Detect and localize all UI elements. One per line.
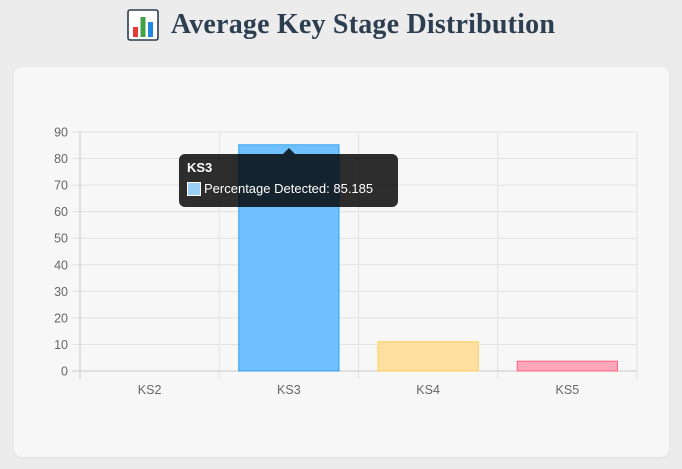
- y-tick-label: 30: [54, 285, 68, 299]
- y-tick-label: 60: [54, 205, 68, 219]
- bar-chart-icon: [127, 9, 159, 41]
- page-title: Average Key Stage Distribution: [170, 9, 556, 40]
- y-tick-label: 50: [54, 232, 68, 246]
- y-tick-label: 70: [54, 179, 68, 193]
- tooltip-caret: [283, 148, 295, 154]
- tooltip-title: KS3: [187, 160, 213, 175]
- y-tick-label: 0: [61, 365, 68, 379]
- chart-tooltip: KS3 Percentage Detected: 85.185: [179, 154, 398, 207]
- tooltip-row: Percentage Detected: 85.185: [187, 181, 390, 197]
- tooltip-label: Percentage Detected: 85.185: [204, 181, 374, 196]
- chart-tick-labels: 0 10 20 30 40 50 60 70 80 90 KS2 KS3 KS4 KS5: [54, 126, 579, 398]
- x-tick-label: KS5: [556, 383, 580, 397]
- page-header: Average Key Stage Distribution: [0, 0, 682, 50]
- y-tick-label: 10: [54, 338, 68, 352]
- y-tick-label: 20: [54, 311, 68, 325]
- y-tick-label: 90: [54, 126, 68, 140]
- y-tick-label: 40: [54, 258, 68, 272]
- y-tick-label: 80: [54, 152, 68, 166]
- tooltip-color-swatch: [187, 182, 201, 196]
- bar-ks5[interactable]: [516, 360, 619, 372]
- x-tick-label: KS3: [277, 383, 301, 397]
- x-tick-label: KS2: [138, 383, 162, 397]
- x-tick-label: KS4: [416, 383, 440, 397]
- bar-ks4[interactable]: [377, 341, 479, 372]
